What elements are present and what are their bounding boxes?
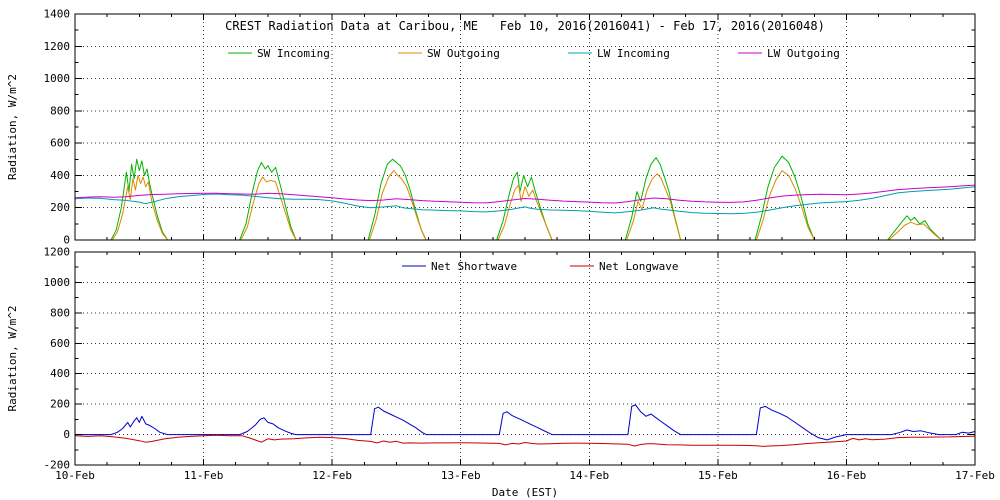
y-tick-label: 400 [50, 169, 70, 182]
y-tick-label: 200 [50, 398, 70, 411]
legend-label-lw-incoming: LW Incoming [597, 47, 670, 60]
chart-title: CREST Radiation Data at Caribou, ME Feb … [225, 19, 825, 33]
x-tick-label: 14-Feb [569, 469, 609, 482]
y-tick-label: 600 [50, 337, 70, 350]
series-lw-outgoing [75, 184, 975, 204]
y-axis-title: Radiation, W/m^2 [6, 74, 19, 180]
legend-label-net-longwave: Net Longwave [599, 260, 678, 273]
y-tick-label: 1000 [44, 276, 71, 289]
y-tick-label: 1400 [44, 8, 71, 21]
legend-label-sw-incoming: SW Incoming [257, 47, 330, 60]
y-tick-label: 1200 [44, 40, 71, 53]
series-lw-incoming [75, 186, 975, 215]
x-tick-label: 15-Feb [698, 469, 738, 482]
y-tick-label: 200 [50, 201, 70, 214]
series-net-shortwave [75, 404, 975, 441]
legend-label-lw-outgoing: LW Outgoing [767, 47, 840, 60]
x-tick-label: 16-Feb [827, 469, 867, 482]
y-tick-label: 0 [63, 428, 70, 441]
x-tick-label: 17-Feb [955, 469, 995, 482]
x-tick-label: 12-Feb [312, 469, 352, 482]
series-net-longwave [75, 434, 975, 447]
series-sw-incoming [75, 155, 975, 240]
series-group [75, 155, 975, 240]
series-group [75, 404, 975, 447]
y-tick-label: 800 [50, 104, 70, 117]
y-tick-label: 400 [50, 367, 70, 380]
panel-border [74, 251, 976, 466]
series-sw-outgoing [75, 170, 975, 240]
y-tick-label: 0 [63, 234, 70, 247]
y-tick-label: 1000 [44, 72, 71, 85]
y-axis-title: Radiation, W/m^2 [6, 306, 19, 412]
y-tick-label: 600 [50, 137, 70, 150]
x-axis-title: Date (EST) [492, 486, 558, 499]
x-tick-label: 13-Feb [441, 469, 481, 482]
panel-border [74, 13, 976, 241]
y-tick-label: 1200 [44, 246, 71, 259]
x-tick-label: 11-Feb [184, 469, 224, 482]
y-tick-label: 800 [50, 306, 70, 319]
legend-label-sw-outgoing: SW Outgoing [427, 47, 500, 60]
legend-label-net-shortwave: Net Shortwave [431, 260, 517, 273]
x-tick-label: 10-Feb [55, 469, 95, 482]
y-tick-label: -200 [44, 459, 71, 472]
